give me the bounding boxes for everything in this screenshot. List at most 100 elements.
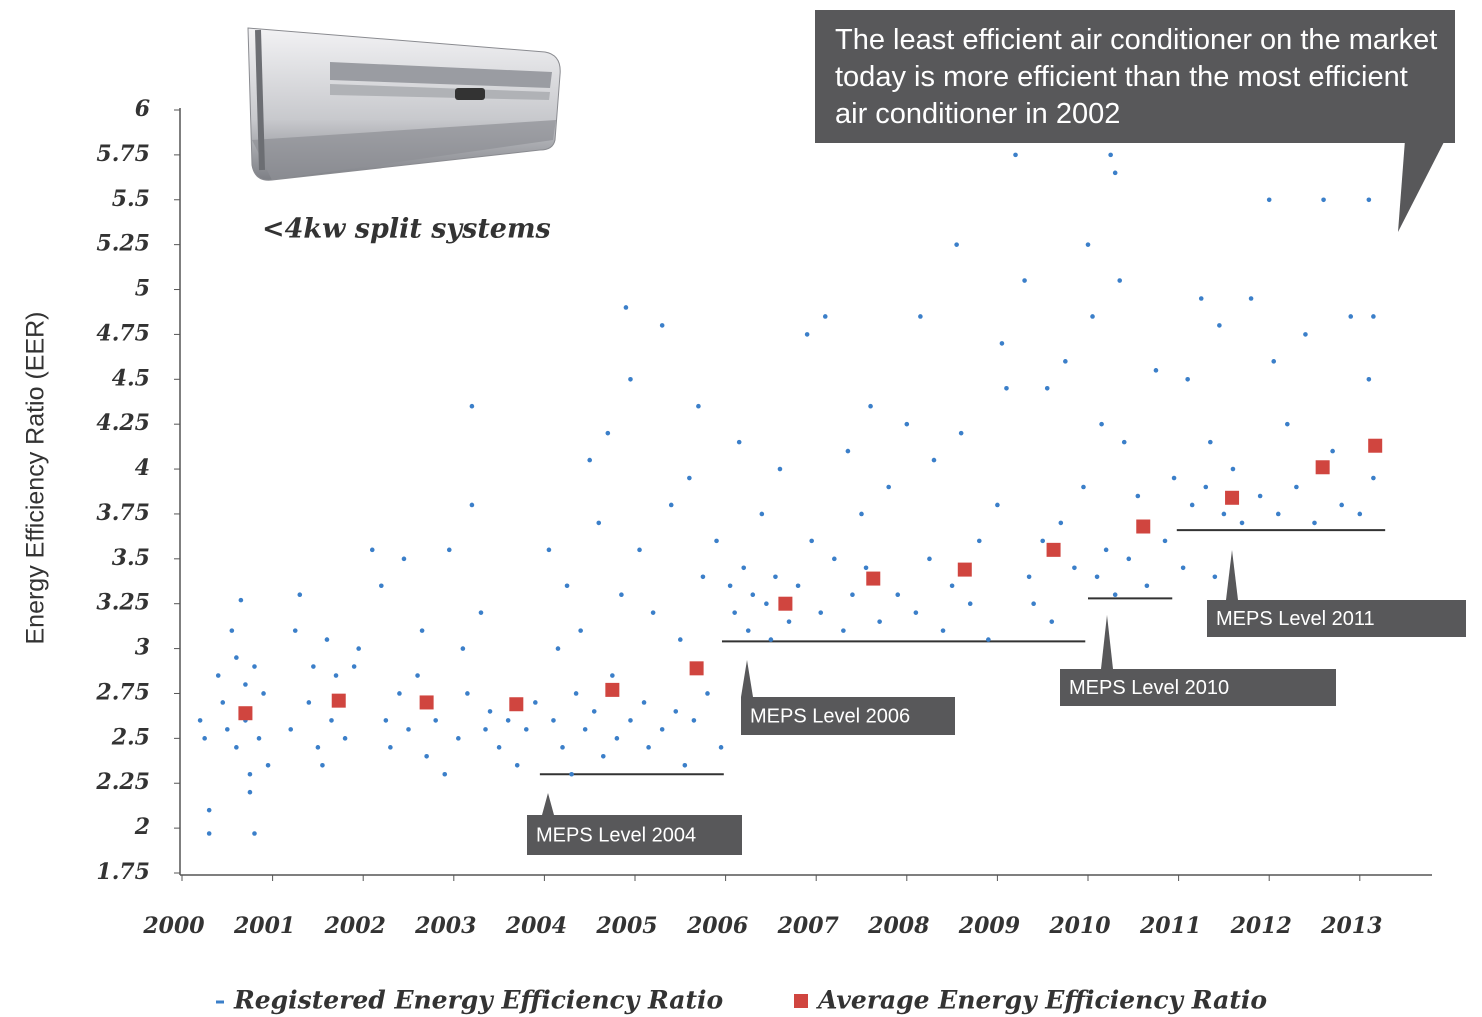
average-point bbox=[778, 596, 793, 611]
x-tick-label: 2002 bbox=[324, 913, 386, 939]
average-point bbox=[419, 695, 434, 710]
registered-point bbox=[1208, 439, 1213, 445]
registered-point bbox=[1094, 574, 1100, 580]
y-tick-label: 3.75 bbox=[96, 500, 150, 526]
legend-label: Average Energy Efficiency Ratio bbox=[816, 986, 1267, 1015]
registered-point bbox=[496, 745, 502, 750]
registered-point bbox=[659, 727, 665, 732]
registered-point bbox=[714, 538, 719, 544]
registered-point bbox=[1090, 314, 1095, 319]
legend-marker bbox=[794, 994, 808, 1008]
registered-point bbox=[297, 592, 303, 598]
registered-point bbox=[587, 457, 592, 463]
registered-point bbox=[687, 475, 692, 481]
registered-point bbox=[202, 736, 207, 741]
meps-label-tail bbox=[1101, 615, 1113, 669]
registered-point bbox=[958, 430, 964, 436]
registered-point bbox=[668, 502, 674, 508]
registered-point bbox=[483, 727, 488, 732]
registered-point bbox=[904, 421, 910, 427]
registered-point bbox=[1198, 296, 1204, 301]
x-tick-label: 2012 bbox=[1230, 913, 1292, 939]
registered-point bbox=[691, 718, 697, 723]
registered-point bbox=[1026, 574, 1032, 580]
registered-point bbox=[1185, 376, 1190, 382]
registered-point bbox=[424, 754, 429, 759]
registered-point bbox=[705, 691, 710, 696]
registered-point bbox=[954, 242, 959, 247]
registered-point bbox=[1144, 583, 1150, 589]
registered-point bbox=[976, 538, 982, 544]
x-tick-label: 2007 bbox=[777, 913, 840, 939]
registered-point bbox=[1049, 619, 1055, 624]
registered-point bbox=[383, 718, 389, 723]
series-0 bbox=[197, 152, 1376, 836]
annotation: <4kw split systems bbox=[262, 214, 551, 245]
registered-point bbox=[252, 831, 257, 836]
y-tick-label: 1.75 bbox=[96, 859, 150, 885]
y-tick-label: 5 bbox=[135, 276, 150, 302]
y-tick-label: 4.25 bbox=[96, 410, 150, 436]
meps-label-box bbox=[1060, 669, 1336, 706]
registered-point bbox=[1189, 502, 1195, 508]
registered-point bbox=[456, 736, 461, 741]
registered-point bbox=[288, 727, 294, 732]
registered-point bbox=[809, 538, 814, 544]
registered-point bbox=[999, 341, 1005, 346]
registered-point bbox=[252, 664, 257, 669]
meps-label-tail bbox=[1226, 550, 1238, 600]
registered-point bbox=[1212, 574, 1218, 580]
registered-point bbox=[1312, 520, 1317, 526]
registered-point bbox=[986, 637, 991, 642]
registered-point bbox=[569, 771, 574, 777]
x-tick-label: 2011 bbox=[1139, 913, 1201, 939]
registered-point bbox=[927, 556, 932, 562]
registered-point bbox=[234, 655, 239, 660]
average-point bbox=[509, 697, 524, 712]
average-point bbox=[689, 661, 704, 676]
registered-point bbox=[1230, 466, 1236, 472]
average-point bbox=[1046, 542, 1061, 557]
registered-point bbox=[1257, 493, 1263, 499]
meps-label-box bbox=[741, 697, 955, 735]
registered-point bbox=[949, 583, 955, 589]
registered-point bbox=[573, 691, 579, 696]
y-tick-label: 4 bbox=[135, 455, 150, 481]
registered-point bbox=[1203, 484, 1209, 490]
registered-point bbox=[646, 745, 651, 750]
registered-point bbox=[673, 709, 679, 714]
registered-point bbox=[1031, 601, 1036, 607]
registered-point bbox=[229, 628, 235, 633]
y-axis-label: Energy Efficiency Ratio (EER) bbox=[22, 312, 50, 645]
registered-point bbox=[868, 403, 873, 409]
callout-tail bbox=[1398, 140, 1445, 232]
y-tick-label: 5.75 bbox=[96, 141, 150, 167]
registered-point bbox=[628, 376, 633, 382]
registered-point bbox=[369, 547, 375, 553]
registered-point bbox=[220, 700, 226, 705]
registered-point bbox=[1348, 314, 1354, 319]
registered-point bbox=[678, 637, 683, 642]
registered-point bbox=[1357, 511, 1363, 517]
legend: Registered Energy Efficiency Ratio Avera… bbox=[216, 986, 1267, 1015]
registered-point bbox=[315, 745, 321, 750]
registered-point bbox=[628, 718, 633, 723]
registered-point bbox=[234, 745, 239, 750]
registered-point bbox=[351, 664, 357, 669]
registered-point bbox=[1303, 332, 1308, 337]
registered-point bbox=[895, 592, 901, 598]
registered-point bbox=[261, 691, 266, 696]
registered-point bbox=[600, 754, 606, 759]
registered-point bbox=[1153, 368, 1159, 373]
registered-point bbox=[596, 520, 602, 526]
registered-point bbox=[564, 583, 570, 589]
registered-point bbox=[877, 619, 882, 624]
registered-point bbox=[1099, 421, 1104, 427]
registered-point bbox=[1266, 197, 1272, 203]
registered-point bbox=[614, 736, 620, 741]
registered-point bbox=[623, 305, 629, 310]
meps-label: MEPS Level 2006 bbox=[750, 705, 910, 727]
average-point bbox=[238, 706, 253, 721]
registered-point bbox=[1217, 323, 1222, 328]
registered-point bbox=[225, 727, 230, 732]
